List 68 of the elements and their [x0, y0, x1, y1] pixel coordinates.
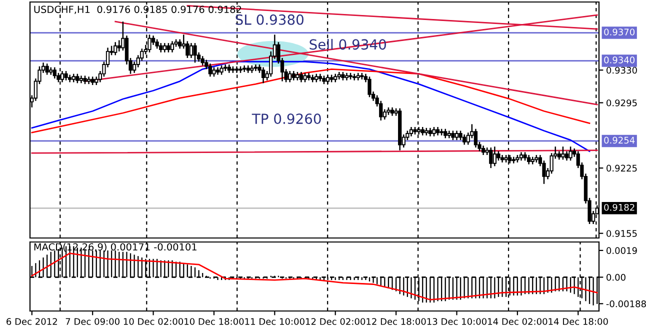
candlestick: [292, 70, 296, 81]
ref-line-label: 0.9340: [604, 56, 635, 64]
annotation: SL 0.9380: [236, 14, 304, 25]
candlestick: [492, 146, 496, 167]
annotation: TP 0.9260: [252, 114, 321, 124]
x-tick-label: 12 Dec 18:00: [366, 318, 426, 325]
candlestick: [261, 66, 266, 84]
candlestick: [117, 40, 121, 52]
candlestick: [52, 66, 56, 80]
candlestick: [454, 130, 459, 141]
candlestick: [481, 145, 486, 156]
candlestick: [489, 146, 493, 169]
ref-line-label: 0.9370: [604, 28, 635, 36]
candlestick: [444, 128, 448, 139]
y-tick-label: 0.9155: [606, 230, 637, 237]
ref-line-label: 0.9182: [604, 204, 634, 211]
candlestick: [170, 40, 174, 53]
x-tick-label: 7 Dec 09:00: [66, 318, 120, 325]
candlestick: [568, 146, 572, 162]
candlestick: [303, 72, 307, 83]
candlestick: [561, 146, 565, 160]
candlestick: [166, 42, 170, 53]
candlestick: [462, 134, 466, 146]
candlestick: [212, 66, 216, 78]
candlestick: [162, 42, 166, 53]
x-tick-label: 14 Dec 18:00: [548, 318, 608, 325]
x-tick-label: 14 Dec 02:00: [488, 318, 548, 325]
candlestick: [299, 71, 304, 83]
candlestick: [409, 126, 414, 137]
candlestick: [178, 38, 182, 50]
candlestick: [151, 34, 156, 46]
candlestick: [564, 150, 569, 162]
candlestick: [155, 38, 159, 50]
line-series: [31, 61, 590, 152]
y-tick-label: 0.9295: [606, 99, 637, 106]
candlestick: [474, 128, 478, 148]
x-tick-label: 10 Dec 02:00: [124, 318, 184, 325]
candlestick: [220, 64, 224, 76]
y-tick-label: 0.9330: [606, 66, 637, 74]
candlestick: [200, 55, 204, 66]
x-tick-label: 11 Dec 10:00: [245, 318, 304, 325]
candlestick: [451, 130, 455, 141]
candlestick: [114, 41, 118, 56]
candlestick: [368, 76, 372, 98]
y-tick-label: 0.00: [606, 274, 626, 281]
candlestick: [64, 70, 68, 81]
candlestick: [159, 42, 163, 53]
candlestick: [189, 42, 194, 59]
candlestick: [527, 154, 531, 165]
line-series: [31, 252, 598, 300]
candlestick: [208, 62, 212, 78]
ref-line-label: 0.9254: [604, 136, 635, 144]
x-tick-label: 12 Dec 02:00: [306, 318, 366, 325]
candlestick: [288, 70, 292, 83]
x-tick-label: 13 Dec 10:00: [427, 318, 487, 325]
candlestick: [45, 62, 49, 76]
line-series: [31, 68, 590, 134]
x-tick-label: 6 Dec 2012: [6, 318, 57, 325]
candlestick: [432, 126, 436, 137]
y-tick-label: -0.00188: [606, 300, 646, 308]
y-tick-label: 0.9225: [606, 164, 637, 172]
candlestick: [458, 130, 462, 141]
candlestick: [193, 42, 197, 64]
candlestick: [496, 150, 500, 162]
candlestick: [76, 73, 80, 84]
y-tick-label: 0.0019: [606, 247, 637, 254]
x-tick-label: 10 Dec 18:00: [184, 318, 244, 325]
chart-title: MACD(12,26,9) 0.00171 -0.00101: [34, 243, 196, 252]
